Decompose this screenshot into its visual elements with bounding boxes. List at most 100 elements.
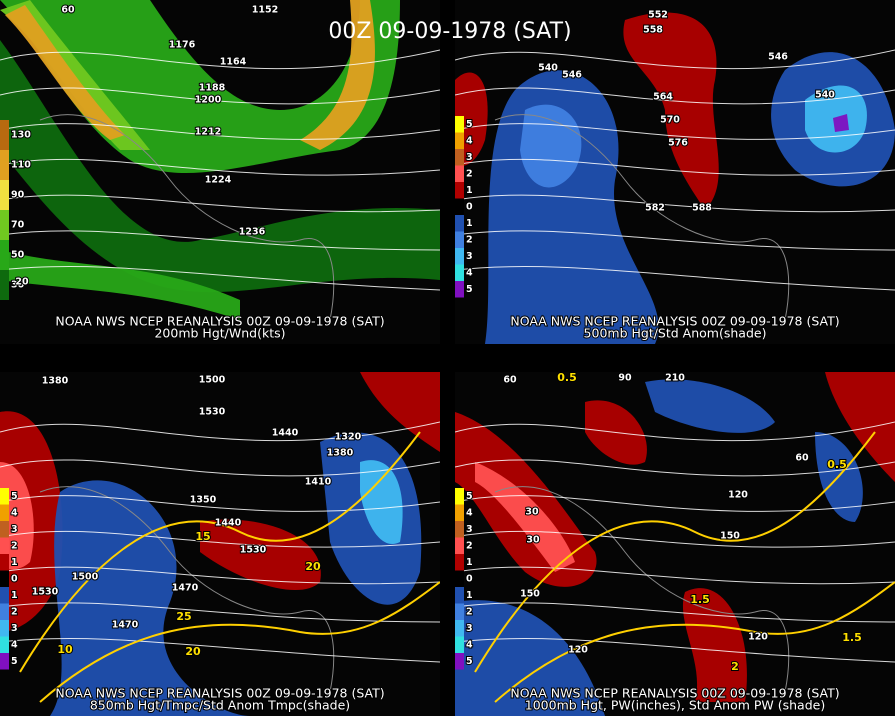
shaded-area	[825, 372, 895, 482]
shaded-area	[623, 12, 719, 210]
contour-label: 582	[645, 203, 665, 214]
legend-swatch	[0, 180, 9, 210]
panel-caption: 500mb Hgt/Std Anom(shade)	[584, 326, 767, 341]
contour-label: 1500	[72, 572, 99, 583]
legend-label: 2	[11, 540, 18, 551]
contour	[455, 602, 895, 623]
legend-swatch	[455, 488, 464, 505]
contour	[455, 421, 895, 442]
contour	[0, 459, 440, 477]
panel-caption: 200mb Hgt/Wnd(kts)	[154, 326, 285, 341]
legend-label: 4	[466, 507, 473, 518]
legend-label: 4	[11, 639, 18, 650]
legend-label: 5	[11, 491, 18, 502]
contour-label: 1176	[169, 40, 196, 51]
legend-swatch	[455, 620, 464, 637]
contour-label: 1380	[42, 376, 69, 387]
contour-label: 1.5	[842, 631, 862, 644]
shading	[455, 372, 895, 716]
contour-label: 1440	[215, 518, 242, 529]
contour-label: 1410	[305, 477, 332, 488]
contour-label: 60	[795, 453, 809, 464]
shaded-area	[0, 250, 240, 320]
contour-label: 552	[648, 10, 668, 21]
legend-swatch	[455, 149, 464, 166]
contour-label: 1500	[199, 375, 226, 386]
contour-label: 1188	[199, 83, 226, 94]
contour	[0, 602, 440, 623]
contour-label: 60	[503, 375, 517, 386]
shaded-area	[300, 0, 375, 150]
legend-swatch	[455, 231, 464, 248]
contour-label: 540	[538, 63, 558, 74]
legend-label: 4	[466, 639, 473, 650]
contour-label: 30	[526, 535, 540, 546]
contour-label: 546	[768, 52, 788, 63]
contour-label: 1320	[335, 432, 362, 443]
contour	[0, 495, 440, 512]
legend-label: 2	[466, 168, 473, 179]
legend-label: 3	[466, 524, 473, 535]
contour	[455, 495, 895, 512]
panel-caption: 1000mb Hgt, PW(inches), Std Anom PW (sha…	[525, 698, 825, 713]
contour-label: 1224	[205, 175, 232, 186]
legend-swatch	[0, 537, 9, 554]
contour	[494, 581, 895, 703]
contour	[455, 158, 895, 176]
contour-label: 1530	[32, 587, 59, 598]
contour	[19, 431, 421, 673]
contour-label: 25	[176, 610, 191, 623]
contour-label: 120	[748, 632, 768, 643]
shaded-area	[50, 480, 250, 716]
shaded-area	[475, 462, 575, 572]
contour-label: 120	[728, 490, 748, 501]
contour	[455, 266, 895, 291]
panel-caption: NOAA NWS NCEP REANALYSIS 00Z 09-09-1978 …	[55, 314, 384, 329]
legend-label: 3	[466, 623, 473, 634]
legend-swatch	[0, 521, 9, 538]
legend-label: 2	[11, 606, 18, 617]
shaded-area	[200, 519, 321, 591]
shading	[455, 0, 895, 344]
legend-label: 4	[466, 135, 473, 146]
contour-label: 120	[568, 645, 588, 656]
contour	[39, 581, 440, 703]
legend-swatch	[0, 603, 9, 620]
contour	[0, 87, 440, 105]
shaded-area	[360, 460, 403, 544]
contour	[0, 194, 440, 213]
legend-label: 3	[11, 524, 18, 535]
shaded-area	[833, 114, 849, 132]
contour-label: 1380	[327, 448, 354, 459]
map-title: 00Z 09-09-1978 (SAT)	[328, 19, 571, 44]
legend-label: 5	[466, 284, 473, 295]
legend-label: 2	[466, 540, 473, 551]
shading	[0, 0, 440, 344]
legend-swatch	[455, 504, 464, 521]
legend-label: 2	[466, 606, 473, 617]
contour	[0, 530, 440, 548]
legend-swatch	[455, 636, 464, 653]
contour	[455, 230, 895, 251]
contour	[455, 49, 895, 70]
contour-label: 1236	[239, 227, 266, 238]
legend-label: 0	[11, 573, 18, 584]
legend-label: 70	[11, 220, 25, 231]
contour-label: 210	[665, 373, 685, 384]
legend-swatch	[455, 281, 464, 298]
coastline	[39, 486, 335, 693]
legend-swatch	[0, 504, 9, 521]
contour-label: 1470	[172, 583, 199, 594]
contour-label: 30	[525, 507, 539, 518]
legend-swatch	[0, 210, 9, 240]
legend-swatch	[0, 150, 9, 180]
legend-swatch	[0, 488, 9, 505]
legend-swatch	[0, 620, 9, 637]
legend-swatch	[455, 165, 464, 182]
legend-swatch	[455, 653, 464, 670]
contour-label: 20	[305, 560, 321, 573]
contour	[0, 566, 440, 585]
